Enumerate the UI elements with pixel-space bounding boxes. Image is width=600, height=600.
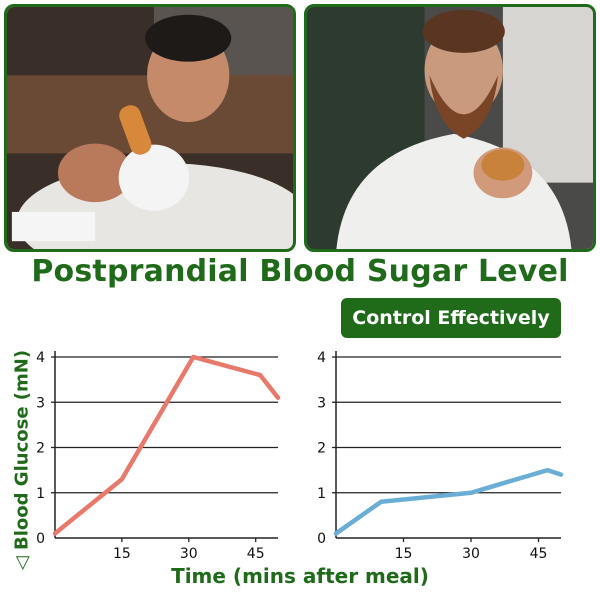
y-axis-label-text: Blood Glucose (mN) xyxy=(11,349,33,550)
series-line-1 xyxy=(52,354,281,536)
page-title: Postprandial Blood Sugar Level xyxy=(31,254,569,289)
y-tick-label-2-1: 1 xyxy=(317,486,326,502)
x-tick-label-1-1: 15 xyxy=(113,546,131,562)
x-tick-label-1-3: 45 xyxy=(247,546,265,562)
control-badge: Control Effectively xyxy=(341,298,561,338)
y-axis-label: ◁ Blood Glucose (mN) xyxy=(12,350,33,570)
y-tick-label-1-2: 2 xyxy=(36,441,45,457)
x-tick-label-2-1: 15 xyxy=(395,546,413,562)
y-tick-label-2-3: 3 xyxy=(317,395,326,411)
y-tick-label-2-2: 2 xyxy=(317,441,326,457)
y-tick-label-1-1: 1 xyxy=(36,486,45,502)
y-tick-label-2-0: 0 xyxy=(317,531,326,547)
y-tick-label-1-0: 0 xyxy=(36,531,45,547)
x-axis-label: Time (mins after meal) xyxy=(171,564,429,588)
y-tick-label-1-4: 4 xyxy=(36,350,45,366)
x-tick-label-2-3: 45 xyxy=(530,546,548,562)
x-tick-label-2-2: 30 xyxy=(462,546,480,562)
x-tick-label-1-2: 30 xyxy=(180,546,198,562)
man-eating-dessert-photo xyxy=(4,4,296,252)
y-tick-label-2-4: 4 xyxy=(317,350,326,366)
y-tick-label-1-3: 3 xyxy=(36,395,45,411)
series-line-2 xyxy=(333,467,564,536)
man-eating-pastry-photo xyxy=(304,4,596,252)
